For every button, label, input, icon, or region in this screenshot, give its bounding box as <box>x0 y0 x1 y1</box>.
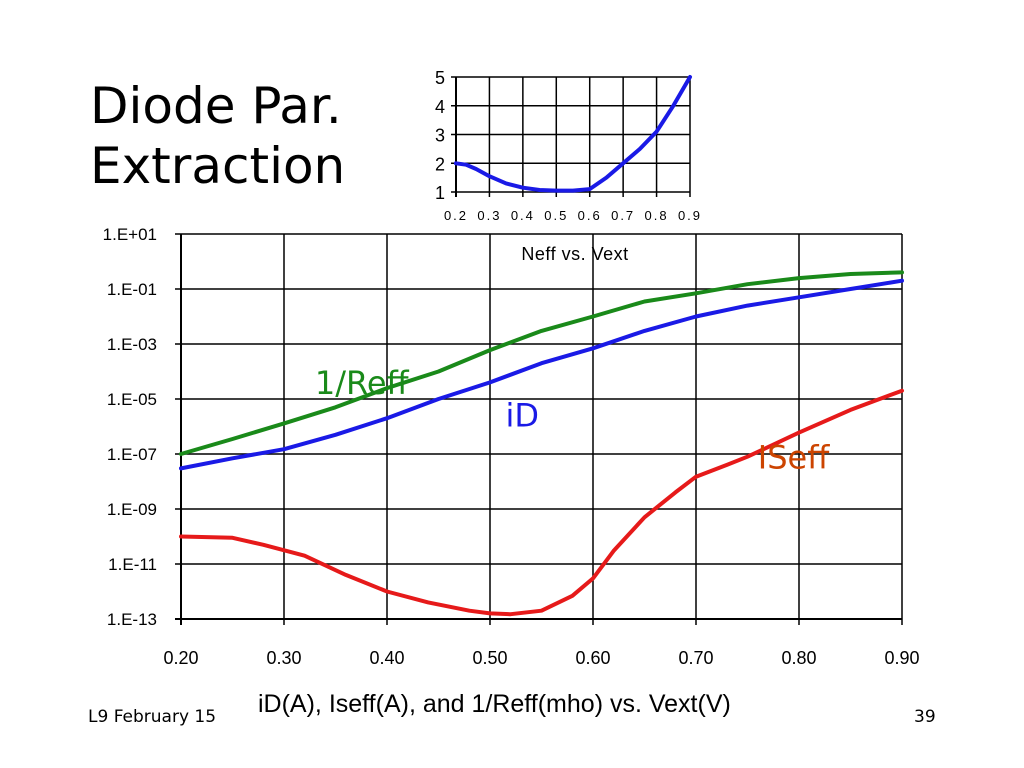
chart-caption: iD(A), Iseff(A), and 1/Reff(mho) vs. Vex… <box>258 690 731 718</box>
main-y-tick-label: 1.E-07 <box>107 445 157 464</box>
title-line-1: Diode Par. <box>90 77 342 135</box>
main-x-tick-label: 0.90 <box>884 648 919 668</box>
inset-x-tick-label: 0.7 <box>611 208 635 223</box>
inset-x-tick-label: 0.4 <box>511 208 535 223</box>
inset-x-tick-label: 0.9 <box>678 208 702 223</box>
inset-chart-title: Neff vs. Vext <box>521 244 628 264</box>
main-x-tick-label: 0.40 <box>369 648 404 668</box>
main-y-tick-label: 1.E-05 <box>107 390 157 409</box>
main-y-tick-label: 1.E-11 <box>108 555 157 574</box>
inset-x-tick-label: 0.6 <box>578 208 602 223</box>
inset-y-tick-label: 3 <box>435 126 445 146</box>
main-x-tick-label: 0.70 <box>678 648 713 668</box>
main-y-tick-label: 1.E-01 <box>107 280 157 299</box>
main-y-tick-label: 1.E-03 <box>107 335 157 354</box>
inset-x-tick-label: 0.5 <box>544 208 568 223</box>
inset-y-tick-label: 4 <box>435 97 445 117</box>
main-x-tick-label: 0.80 <box>781 648 816 668</box>
main-y-tick-label: 1.E-09 <box>107 500 157 519</box>
inset-x-tick-label: 0.8 <box>645 208 669 223</box>
title-line-2: Extraction <box>90 137 346 195</box>
main-x-tick-label: 0.30 <box>266 648 301 668</box>
main-x-tick-label: 0.50 <box>472 648 507 668</box>
main-y-tick-label: 1.E-13 <box>107 610 157 629</box>
series-annotation-id: iD <box>505 397 539 435</box>
page-number: 39 <box>914 707 936 727</box>
series-line-iseff <box>179 388 904 617</box>
series-line-id <box>179 278 904 471</box>
main-x-tick-label: 0.20 <box>163 648 198 668</box>
series-annotation-1-reff: 1/Reff <box>315 364 410 402</box>
main-y-tick-label: 1.E+01 <box>103 225 157 244</box>
inset-series-line <box>454 75 692 193</box>
inset-x-tick-label: 0.3 <box>477 208 501 223</box>
inset-y-tick-label: 5 <box>435 68 445 88</box>
series-annotation-iseff: ISeff <box>758 438 830 476</box>
series-line-1-reff <box>179 270 904 456</box>
slide-title: Diode Par. Extraction <box>90 76 345 196</box>
inset-x-tick-label: 0.2 <box>444 208 468 223</box>
main-x-tick-label: 0.60 <box>575 648 610 668</box>
footer-date: L9 February 15 <box>88 707 217 727</box>
inset-y-tick-label: 2 <box>435 154 445 174</box>
inset-y-tick-label: 1 <box>435 183 445 203</box>
